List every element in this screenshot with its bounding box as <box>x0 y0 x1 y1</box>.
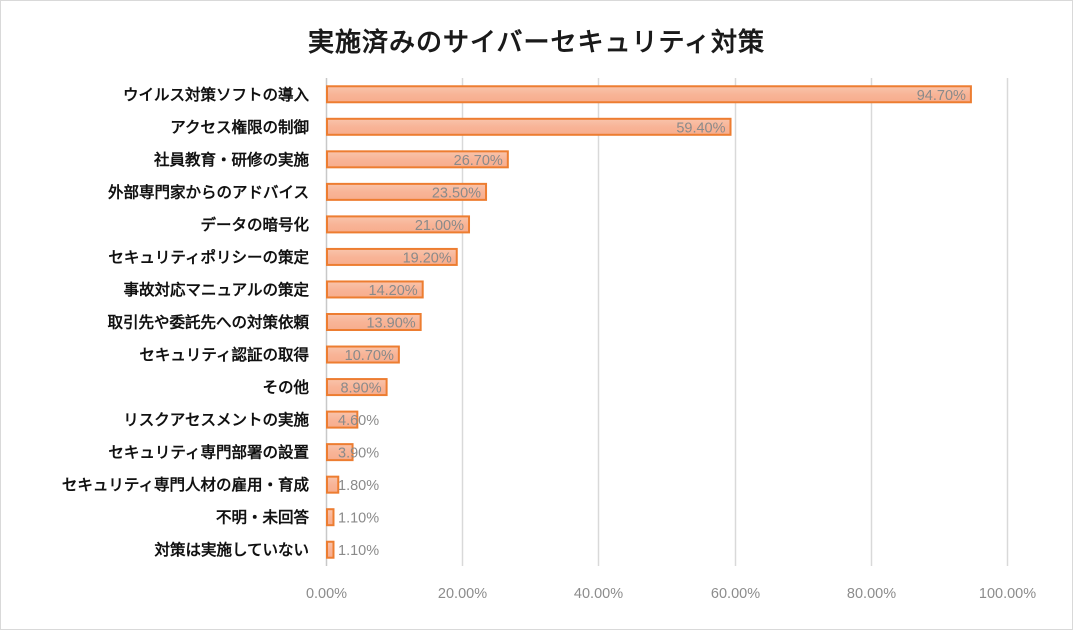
category-label: リスクアセスメントの実施 <box>123 410 309 429</box>
category-labels: ウイルス対策ソフトの導入アクセス権限の制御社員教育・研修の実施外部専門家からのア… <box>62 85 310 559</box>
bar <box>326 508 335 527</box>
data-label: 21.00% <box>415 218 464 234</box>
bar <box>326 280 424 299</box>
data-labels: 94.70% 59.40% 26.70% 23.50% 21.00% 19.20% 14.2… <box>338 88 966 559</box>
bar <box>326 345 400 364</box>
category-label: 事故対応マニュアルの策定 <box>123 280 309 299</box>
category-label: 対策は実施していない <box>153 540 309 559</box>
bar <box>326 313 422 331</box>
category-label: データの暗号化 <box>200 215 309 234</box>
category-label: アクセス権限の制御 <box>170 117 309 136</box>
data-label: 13.90% <box>366 316 415 332</box>
data-label: 4.60% <box>338 413 379 429</box>
bar <box>326 540 335 559</box>
bar <box>326 475 340 494</box>
x-tick-label: 100.00% <box>979 586 1036 602</box>
x-tick-labels: 0.00% 20.00% 40.00% 60.00% 80.00% 100.00% <box>306 586 1036 602</box>
bar <box>326 247 458 266</box>
data-label: 3.90% <box>338 446 379 462</box>
x-tick-label: 0.00% <box>306 586 347 602</box>
data-label: 23.50% <box>432 185 481 201</box>
chart-title: 実施済みのサイバーセキュリティ対策 <box>308 28 765 58</box>
bar <box>326 150 509 169</box>
category-label: セキュリティ専門人材の雇用・育成 <box>62 475 310 494</box>
data-label: 1.80% <box>338 478 379 494</box>
bar <box>326 443 354 462</box>
x-tick-label: 20.00% <box>438 586 487 602</box>
category-label: セキュリティポリシーの策定 <box>108 247 309 266</box>
category-label: 社員教育・研修の実施 <box>153 150 310 169</box>
category-label: 外部専門家からのアドバイス <box>108 182 309 201</box>
data-label: 14.20% <box>369 283 418 299</box>
bar <box>326 378 388 397</box>
category-label: 不明・未回答 <box>216 508 310 527</box>
category-label: その他 <box>262 378 309 397</box>
category-label: セキュリティ専門部署の設置 <box>108 443 309 462</box>
data-label: 26.70% <box>454 153 503 169</box>
data-label: 1.10% <box>338 543 379 559</box>
data-label: 94.70% <box>917 88 966 104</box>
x-tick-label: 40.00% <box>574 586 623 602</box>
category-label: セキュリティ認証の取得 <box>139 345 309 364</box>
x-tick-label: 80.00% <box>847 586 896 602</box>
bar <box>326 85 972 104</box>
bar <box>326 410 359 429</box>
bars <box>326 85 972 559</box>
data-label: 10.70% <box>345 348 394 364</box>
data-label: 8.90% <box>340 381 381 397</box>
bar <box>326 182 488 201</box>
data-label: 59.40% <box>676 120 725 136</box>
data-label: 19.20% <box>403 250 452 266</box>
bar <box>326 117 732 136</box>
bar <box>326 215 471 234</box>
data-label: 1.10% <box>338 511 379 527</box>
category-label: ウイルス対策ソフトの導入 <box>123 85 310 104</box>
x-tick-label: 60.00% <box>711 586 760 602</box>
category-label: 取引先や委託先への対策依頼 <box>107 313 309 332</box>
